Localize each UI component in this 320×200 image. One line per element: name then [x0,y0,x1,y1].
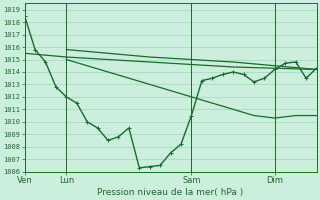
X-axis label: Pression niveau de la mer( hPa ): Pression niveau de la mer( hPa ) [98,188,244,197]
